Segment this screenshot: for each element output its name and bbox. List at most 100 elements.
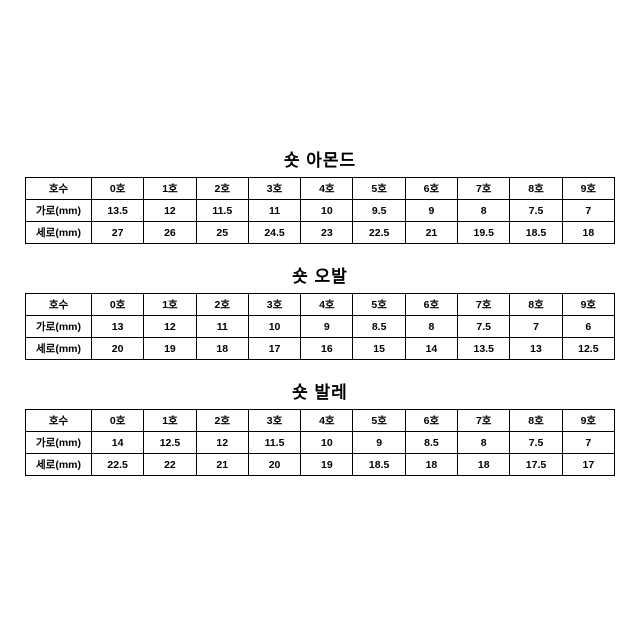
size-table: 호수 0호 1호 2호 3호 4호 5호 6호 7호 8호 9호 가로(mm) …	[25, 177, 615, 244]
cell: 1호	[144, 294, 196, 316]
cell: 7	[562, 200, 614, 222]
cell: 6	[562, 316, 614, 338]
cell: 19.5	[458, 222, 510, 244]
row-label: 가로(mm)	[26, 432, 92, 454]
cell: 3호	[248, 410, 300, 432]
cell: 8	[458, 432, 510, 454]
cell: 18	[562, 222, 614, 244]
cell: 9.5	[353, 200, 405, 222]
cell: 17	[562, 454, 614, 476]
cell: 8	[458, 200, 510, 222]
cell: 7	[510, 316, 562, 338]
row-label: 세로(mm)	[26, 222, 92, 244]
cell: 12.5	[562, 338, 614, 360]
cell: 16	[301, 338, 353, 360]
table-row: 호수 0호 1호 2호 3호 4호 5호 6호 7호 8호 9호	[26, 294, 615, 316]
section-title: 숏 아몬드	[25, 146, 615, 171]
section-oval: 숏 오발 호수 0호 1호 2호 3호 4호 5호 6호 7호 8호 9호 가로…	[25, 262, 615, 360]
cell: 0호	[92, 410, 144, 432]
cell: 6호	[405, 410, 457, 432]
cell: 3호	[248, 178, 300, 200]
cell: 8호	[510, 410, 562, 432]
cell: 11	[248, 200, 300, 222]
cell: 9호	[562, 294, 614, 316]
cell: 1호	[144, 178, 196, 200]
cell: 10	[301, 432, 353, 454]
cell: 10	[248, 316, 300, 338]
cell: 0호	[92, 178, 144, 200]
cell: 4호	[301, 294, 353, 316]
cell: 5호	[353, 294, 405, 316]
cell: 9	[301, 316, 353, 338]
row-label: 세로(mm)	[26, 454, 92, 476]
cell: 13.5	[458, 338, 510, 360]
cell: 8.5	[405, 432, 457, 454]
cell: 8	[405, 316, 457, 338]
row-label: 호수	[26, 410, 92, 432]
cell: 2호	[196, 178, 248, 200]
cell: 9	[405, 200, 457, 222]
cell: 12	[196, 432, 248, 454]
table-row: 가로(mm) 13.5 12 11.5 11 10 9.5 9 8 7.5 7	[26, 200, 615, 222]
cell: 20	[248, 454, 300, 476]
cell: 7호	[458, 178, 510, 200]
row-label: 가로(mm)	[26, 200, 92, 222]
size-table: 호수 0호 1호 2호 3호 4호 5호 6호 7호 8호 9호 가로(mm) …	[25, 293, 615, 360]
cell: 27	[92, 222, 144, 244]
table-row: 세로(mm) 27 26 25 24.5 23 22.5 21 19.5 18.…	[26, 222, 615, 244]
cell: 14	[92, 432, 144, 454]
cell: 18	[196, 338, 248, 360]
cell: 11.5	[196, 200, 248, 222]
cell: 7	[562, 432, 614, 454]
cell: 13	[510, 338, 562, 360]
cell: 18	[405, 454, 457, 476]
cell: 25	[196, 222, 248, 244]
cell: 7호	[458, 410, 510, 432]
cell: 23	[301, 222, 353, 244]
cell: 12.5	[144, 432, 196, 454]
cell: 11.5	[248, 432, 300, 454]
cell: 22.5	[353, 222, 405, 244]
table-row: 가로(mm) 13 12 11 10 9 8.5 8 7.5 7 6	[26, 316, 615, 338]
table-row: 세로(mm) 22.5 22 21 20 19 18.5 18 18 17.5 …	[26, 454, 615, 476]
cell: 8호	[510, 178, 562, 200]
table-row: 세로(mm) 20 19 18 17 16 15 14 13.5 13 12.5	[26, 338, 615, 360]
cell: 0호	[92, 294, 144, 316]
cell: 1호	[144, 410, 196, 432]
cell: 7.5	[458, 316, 510, 338]
size-table: 호수 0호 1호 2호 3호 4호 5호 6호 7호 8호 9호 가로(mm) …	[25, 409, 615, 476]
cell: 19	[144, 338, 196, 360]
row-label: 가로(mm)	[26, 316, 92, 338]
cell: 6호	[405, 178, 457, 200]
cell: 12	[144, 200, 196, 222]
cell: 9호	[562, 410, 614, 432]
cell: 22.5	[92, 454, 144, 476]
cell: 22	[144, 454, 196, 476]
cell: 15	[353, 338, 405, 360]
table-row: 호수 0호 1호 2호 3호 4호 5호 6호 7호 8호 9호	[26, 178, 615, 200]
cell: 5호	[353, 178, 405, 200]
cell: 24.5	[248, 222, 300, 244]
cell: 4호	[301, 410, 353, 432]
cell: 26	[144, 222, 196, 244]
cell: 2호	[196, 410, 248, 432]
section-title: 숏 오발	[25, 262, 615, 287]
section-title: 숏 발레	[25, 378, 615, 403]
cell: 4호	[301, 178, 353, 200]
cell: 5호	[353, 410, 405, 432]
cell: 14	[405, 338, 457, 360]
cell: 21	[196, 454, 248, 476]
cell: 10	[301, 200, 353, 222]
cell: 21	[405, 222, 457, 244]
cell: 18	[458, 454, 510, 476]
table-row: 호수 0호 1호 2호 3호 4호 5호 6호 7호 8호 9호	[26, 410, 615, 432]
row-label: 호수	[26, 178, 92, 200]
cell: 18.5	[353, 454, 405, 476]
cell: 13.5	[92, 200, 144, 222]
table-row: 가로(mm) 14 12.5 12 11.5 10 9 8.5 8 7.5 7	[26, 432, 615, 454]
cell: 6호	[405, 294, 457, 316]
cell: 7호	[458, 294, 510, 316]
cell: 7.5	[510, 432, 562, 454]
cell: 3호	[248, 294, 300, 316]
cell: 18.5	[510, 222, 562, 244]
